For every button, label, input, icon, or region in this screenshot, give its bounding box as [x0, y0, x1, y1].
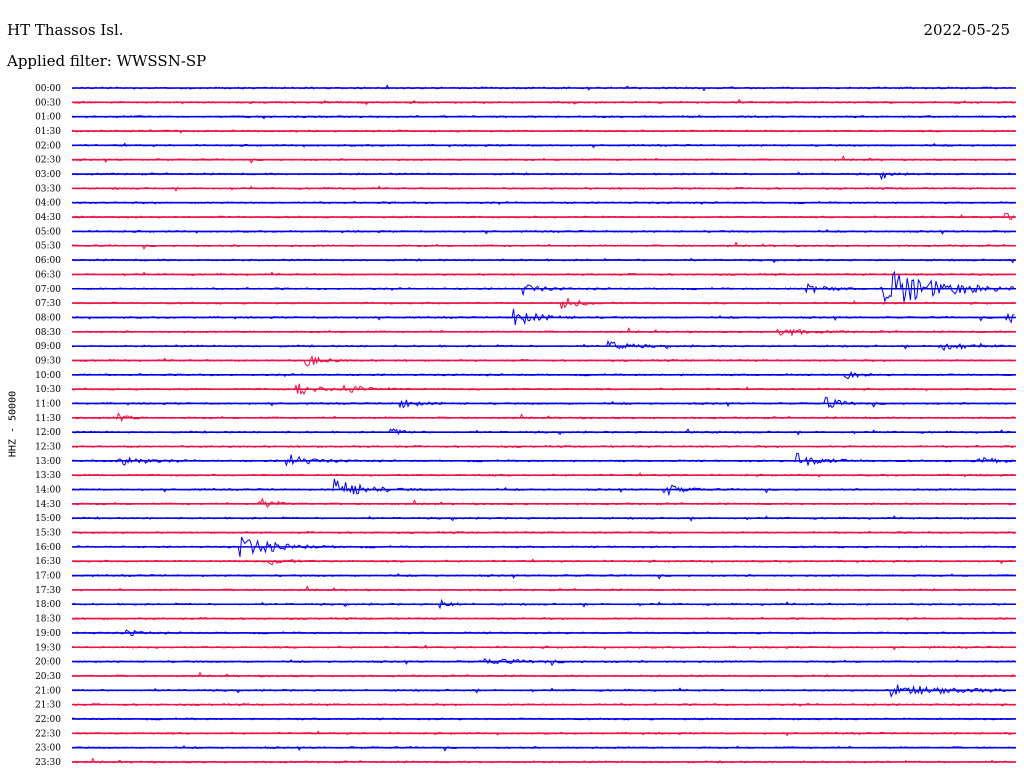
- time-tick-label: 09:30: [35, 356, 61, 366]
- time-tick-label: 04:30: [35, 213, 61, 223]
- time-tick-label: 08:30: [35, 328, 61, 338]
- time-tick-label: 01:30: [35, 127, 61, 137]
- filter-label: Applied filter: WWSSN-SP: [7, 52, 207, 70]
- time-tick-label: 07:30: [35, 299, 61, 309]
- trace-line: [71, 478, 1015, 497]
- time-tick-label: 22:30: [35, 729, 61, 739]
- time-tick-label: 17:30: [35, 586, 61, 596]
- time-tick-label: 12:00: [35, 428, 61, 438]
- trace-line: [71, 558, 1015, 566]
- time-tick-label: 23:00: [35, 744, 61, 754]
- time-tick-label: 13:30: [35, 471, 61, 481]
- station-title: HT Thassos Isl.: [7, 21, 124, 39]
- time-tick-label: 17:00: [35, 572, 61, 582]
- time-tick-label: 13:00: [35, 457, 61, 467]
- time-tick-label: 15:00: [35, 514, 61, 524]
- time-tick-label: 10:00: [35, 371, 61, 381]
- time-tick-label: 09:00: [35, 342, 61, 352]
- trace-line: [71, 396, 1015, 409]
- time-tick-label: 18:30: [35, 615, 61, 625]
- time-tick-label: 06:00: [35, 256, 61, 266]
- time-tick-label: 16:30: [35, 557, 61, 567]
- time-tick-label: 02:00: [35, 141, 61, 151]
- trace-line: [71, 270, 1015, 303]
- time-tick-label: 01:00: [35, 113, 61, 123]
- time-tick-label: 10:30: [35, 385, 61, 395]
- time-tick-label: 19:00: [35, 629, 61, 639]
- time-tick-label: 15:30: [35, 529, 61, 539]
- time-tick-label: 22:00: [35, 715, 61, 725]
- time-tick-label: 02:30: [35, 156, 61, 166]
- time-tick-label: 06:30: [35, 270, 61, 280]
- time-tick-label: 04:00: [35, 199, 61, 209]
- trace-line: [71, 452, 1015, 467]
- seismic-traces: [71, 84, 1016, 764]
- time-tick-labels: 00:00 00:30 01:00 01:30 02:00 02:30 03:00 03:30…: [35, 84, 61, 768]
- time-tick-label: 20:00: [35, 658, 61, 668]
- time-tick-label: 20:30: [35, 672, 61, 682]
- time-tick-label: 16:00: [35, 543, 61, 553]
- time-tick-label: 14:30: [35, 500, 61, 510]
- time-tick-label: 00:30: [35, 98, 61, 108]
- time-tick-label: 05:00: [35, 227, 61, 237]
- time-tick-label: 12:30: [35, 443, 61, 453]
- time-tick-label: 21:30: [35, 701, 61, 711]
- time-tick-label: 23:30: [35, 758, 61, 768]
- time-tick-label: 11:30: [35, 414, 61, 424]
- time-tick-label: 08:00: [35, 313, 61, 323]
- time-tick-label: 03:30: [35, 184, 61, 194]
- time-tick-label: 21:00: [35, 686, 61, 696]
- time-tick-label: 00:00: [35, 84, 61, 94]
- time-tick-label: 03:00: [35, 170, 61, 180]
- time-tick-label: 18:00: [35, 600, 61, 610]
- time-tick-label: 07:00: [35, 285, 61, 295]
- date-label: 2022-05-25: [923, 21, 1010, 39]
- time-tick-label: 19:30: [35, 643, 61, 653]
- time-tick-label: 11:00: [35, 399, 61, 409]
- time-tick-label: 14:00: [35, 486, 61, 496]
- trace-line: [71, 497, 1015, 508]
- time-tick-label: 05:30: [35, 242, 61, 252]
